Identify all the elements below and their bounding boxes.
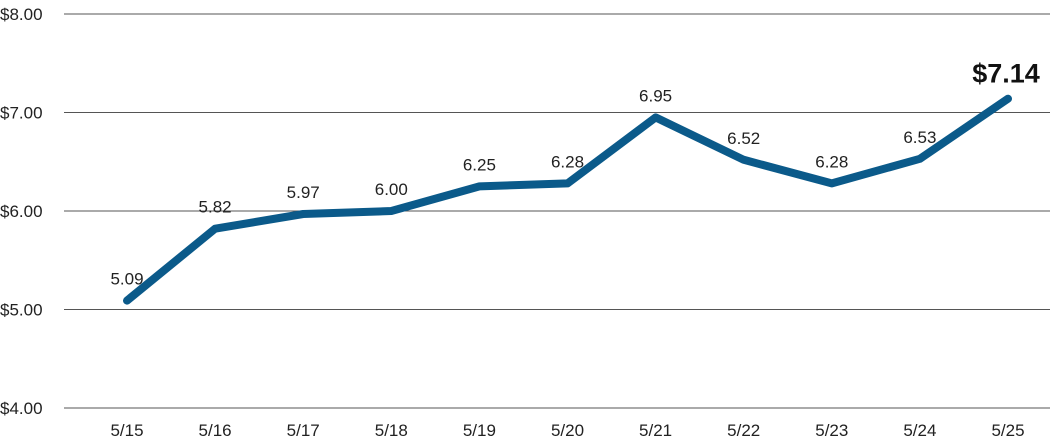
x-tick-label: 5/16 — [199, 421, 232, 440]
data-label: 6.25 — [463, 155, 496, 174]
data-label-latest: $7.14 — [972, 59, 1040, 89]
data-label: 5.82 — [199, 198, 232, 217]
data-label: 6.52 — [727, 129, 760, 148]
x-tick-label: 5/17 — [287, 421, 320, 440]
data-label: 6.95 — [639, 86, 672, 105]
y-tick-label: $5.00 — [0, 301, 43, 320]
data-label: 5.97 — [287, 183, 320, 202]
x-tick-label: 5/23 — [815, 421, 848, 440]
data-labels: 5.09 5.82 5.97 6.00 6.25 6.28 6.95 6.52 6.28 6.53… — [110, 59, 1039, 289]
series-line — [123, 94, 1012, 305]
data-label: 5.09 — [110, 270, 143, 289]
gridlines — [64, 13, 1050, 409]
data-label: 6.53 — [903, 128, 936, 147]
x-tick-label: 5/18 — [375, 421, 408, 440]
x-axis-tick-labels: 5/15 5/16 5/17 5/18 5/19 5/20 5/21 5/22 5/23 5/24… — [110, 421, 1024, 440]
data-label: 6.28 — [551, 152, 584, 171]
x-tick-label: 5/22 — [727, 421, 760, 440]
y-tick-label: $6.00 — [0, 202, 43, 221]
x-tick-label: 5/15 — [110, 421, 143, 440]
y-tick-label: $7.00 — [0, 104, 43, 123]
x-tick-label: 5/21 — [639, 421, 672, 440]
data-label: 6.28 — [815, 152, 848, 171]
x-tick-label: 5/24 — [903, 421, 936, 440]
y-axis-tick-labels: $8.00 $7.00 $6.00 $5.00 $4.00 — [0, 5, 43, 418]
y-tick-label: $8.00 — [0, 5, 43, 24]
x-tick-label: 5/25 — [991, 421, 1024, 440]
x-tick-label: 5/20 — [551, 421, 584, 440]
x-tick-label: 5/19 — [463, 421, 496, 440]
y-tick-label: $4.00 — [0, 399, 43, 418]
data-label: 6.00 — [375, 180, 408, 199]
series-layer — [123, 94, 1012, 305]
